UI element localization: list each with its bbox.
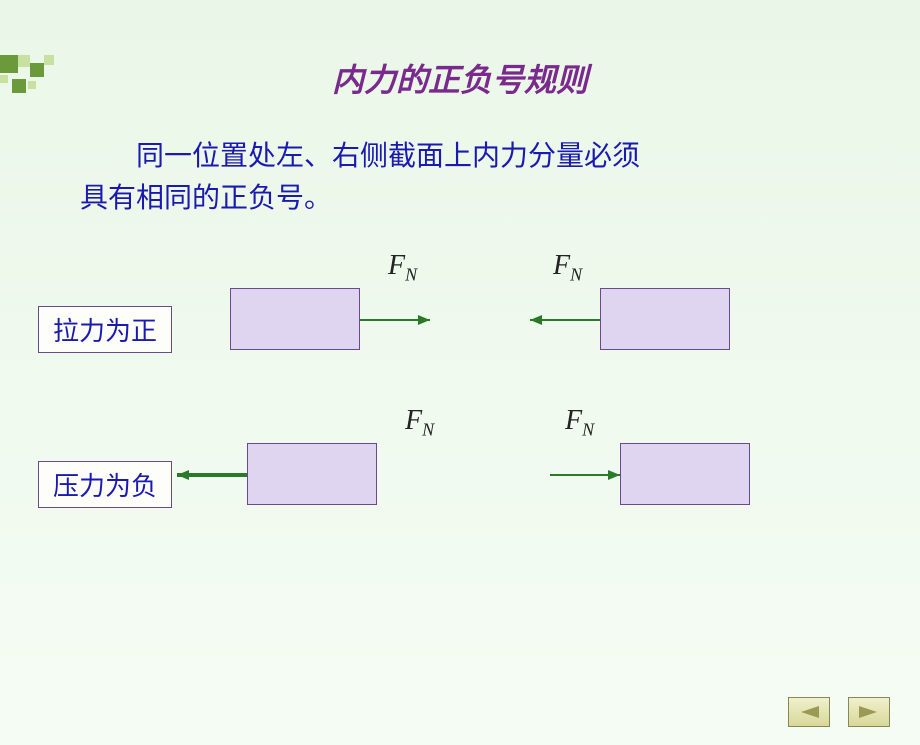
corner-decoration <box>0 55 80 115</box>
subtitle-text: 同一位置处左、右侧截面上内力分量必须 具有相同的正负号。 <box>80 136 840 220</box>
subtitle-line1: 同一位置处左、右侧截面上内力分量必须 <box>136 141 640 172</box>
force-arrows <box>0 240 920 640</box>
force-label-3: FN <box>405 405 434 441</box>
diagram-area: 拉力为正 压力为负 FN FN FN FN <box>0 240 920 640</box>
arrow-left-icon <box>799 704 819 720</box>
arrow-right-icon <box>859 704 879 720</box>
force-label-2: FN <box>553 250 582 286</box>
nav-buttons <box>788 697 890 727</box>
next-button[interactable] <box>848 697 890 727</box>
page-title: 内力的正负号规则 <box>0 55 920 101</box>
prev-button[interactable] <box>788 697 830 727</box>
force-label-1: FN <box>388 250 417 286</box>
force-label-4: FN <box>565 405 594 441</box>
subtitle-line2: 具有相同的正负号。 <box>80 183 332 214</box>
